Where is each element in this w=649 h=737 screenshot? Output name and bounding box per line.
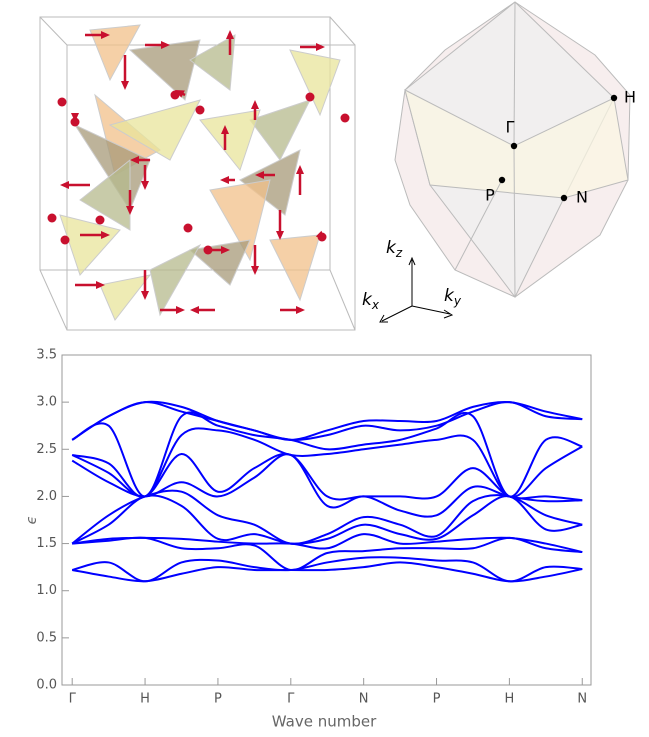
site — [96, 216, 105, 225]
site — [341, 114, 350, 123]
y-tick-label: 0.0 — [36, 678, 57, 693]
x-tick-label: N — [359, 692, 369, 707]
spin-head — [176, 306, 185, 314]
spin-head — [296, 306, 305, 314]
band-chart: Wave number ϵ 0.0 0.5 1.0 1.5 2.0 2.5 3.0 3.5 Γ H… — [0, 340, 649, 737]
brillouin-zone — [395, 2, 630, 297]
y-tick-label: 3.5 — [36, 348, 57, 363]
spin-head — [251, 100, 259, 109]
x-tick-label: P — [214, 692, 222, 707]
tetrahedron-face — [130, 40, 200, 100]
band-line — [72, 491, 582, 544]
tetrahedron-face — [60, 215, 120, 275]
x-tick-label: N — [577, 692, 587, 707]
tetrahedron-face — [100, 275, 150, 320]
site — [306, 93, 315, 102]
site — [204, 246, 213, 255]
y-tick-label: 0.5 — [36, 630, 57, 645]
site — [71, 118, 80, 127]
cube-edge — [330, 270, 355, 330]
structure-diagrams: H Γ P Nkz kx ky — [0, 0, 649, 340]
bz-point-label: Γ — [506, 118, 515, 137]
spin-head — [121, 81, 129, 90]
k-axis-label: ky — [444, 286, 462, 308]
kx-axis — [382, 306, 412, 321]
k-sub: y — [453, 294, 462, 308]
x-tick-label: P — [433, 692, 441, 707]
y-tick-label: 2.0 — [36, 489, 57, 504]
tetrahedron-face — [270, 235, 320, 300]
x-tick-label: Γ — [69, 692, 77, 707]
figure: H Γ P Nkz kx ky Wave number ϵ 0.0 0.5 1.0 1.5 2.0… — [0, 0, 649, 737]
site — [171, 91, 180, 100]
bz-point — [499, 177, 505, 183]
plot-frame — [62, 355, 591, 685]
bz-point-label: N — [576, 188, 588, 207]
site — [318, 233, 327, 242]
k-axes — [380, 258, 452, 322]
tetrahedron-face — [150, 245, 200, 315]
bz-point-label: H — [624, 88, 636, 107]
band-line — [72, 562, 582, 581]
spin-head — [60, 181, 69, 189]
x-tick-label: H — [140, 692, 150, 707]
site — [184, 224, 193, 233]
y-tick-label: 3.0 — [36, 395, 57, 410]
band-line — [72, 454, 582, 516]
k-axis-label: kx — [362, 290, 380, 312]
site — [196, 106, 205, 115]
k-sub: x — [371, 298, 380, 312]
cube-edge — [330, 17, 355, 45]
spin-head — [141, 181, 149, 190]
bz-point-label: P — [485, 186, 495, 205]
band-line — [72, 402, 582, 440]
spin-head — [226, 30, 234, 39]
x-tick-label: H — [505, 692, 515, 707]
k-sub: z — [395, 246, 403, 260]
bands — [72, 402, 582, 582]
band-line — [72, 496, 582, 544]
k-axis-label: kz — [386, 238, 403, 260]
bz-point — [511, 143, 517, 149]
bz-point — [611, 95, 617, 101]
band-line — [72, 538, 582, 570]
tetrahedron-face — [200, 110, 260, 170]
site — [61, 236, 70, 245]
band-line — [72, 534, 582, 552]
site — [48, 214, 57, 223]
y-tick-label: 1.5 — [36, 536, 57, 551]
cube-edge — [40, 17, 67, 45]
band-line — [72, 428, 582, 497]
site — [58, 98, 67, 107]
spin-head — [296, 165, 304, 174]
x-tick-label: Γ — [287, 692, 295, 707]
spin-head — [190, 306, 199, 314]
x-axis-title: Wave number — [272, 713, 377, 731]
bz-point — [561, 195, 567, 201]
spin-head — [220, 176, 229, 184]
spin-head — [316, 43, 325, 51]
y-tick-label: 1.0 — [36, 583, 57, 598]
y-tick-label: 2.5 — [36, 442, 57, 457]
y-axis-title: ϵ — [24, 516, 40, 525]
spin-head — [141, 291, 149, 300]
cube-edge — [40, 270, 67, 330]
